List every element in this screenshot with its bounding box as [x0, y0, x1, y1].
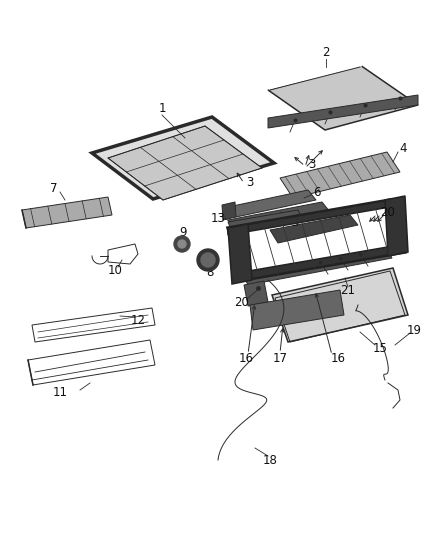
- Text: 8: 8: [206, 265, 214, 279]
- Text: 16: 16: [331, 351, 346, 365]
- Text: 12: 12: [131, 313, 145, 327]
- Polygon shape: [244, 281, 268, 306]
- Polygon shape: [250, 290, 344, 330]
- Polygon shape: [268, 95, 418, 128]
- Polygon shape: [268, 65, 418, 130]
- Text: 20: 20: [381, 206, 396, 219]
- Text: 16: 16: [239, 351, 254, 365]
- Circle shape: [197, 249, 219, 271]
- Circle shape: [178, 240, 186, 248]
- Polygon shape: [272, 268, 408, 342]
- Text: 3: 3: [308, 157, 316, 171]
- Text: 2: 2: [322, 46, 330, 60]
- Text: 6: 6: [313, 185, 321, 198]
- Circle shape: [174, 236, 190, 252]
- Text: 3: 3: [246, 176, 254, 190]
- Polygon shape: [228, 202, 330, 230]
- Text: 5: 5: [291, 215, 299, 229]
- Text: 17: 17: [272, 351, 287, 365]
- Polygon shape: [92, 117, 274, 199]
- Text: 11: 11: [53, 386, 67, 400]
- Polygon shape: [385, 196, 408, 256]
- Text: 19: 19: [406, 324, 421, 336]
- Polygon shape: [280, 152, 400, 198]
- Text: 20: 20: [235, 296, 249, 310]
- Polygon shape: [222, 202, 236, 220]
- Polygon shape: [22, 197, 112, 228]
- Text: 15: 15: [373, 342, 388, 354]
- Polygon shape: [243, 244, 405, 280]
- Text: 7: 7: [50, 182, 58, 195]
- Polygon shape: [228, 190, 316, 217]
- Polygon shape: [108, 126, 262, 200]
- Circle shape: [201, 253, 215, 267]
- Text: 9: 9: [179, 225, 187, 238]
- Polygon shape: [228, 224, 252, 284]
- Text: 13: 13: [211, 212, 226, 224]
- Text: 21: 21: [340, 284, 356, 296]
- Polygon shape: [244, 250, 392, 285]
- Polygon shape: [228, 210, 302, 232]
- Polygon shape: [228, 200, 390, 235]
- Text: 18: 18: [262, 454, 277, 466]
- Text: 1: 1: [158, 101, 166, 115]
- Text: 10: 10: [108, 263, 123, 277]
- Text: 4: 4: [399, 141, 407, 155]
- Polygon shape: [270, 215, 358, 243]
